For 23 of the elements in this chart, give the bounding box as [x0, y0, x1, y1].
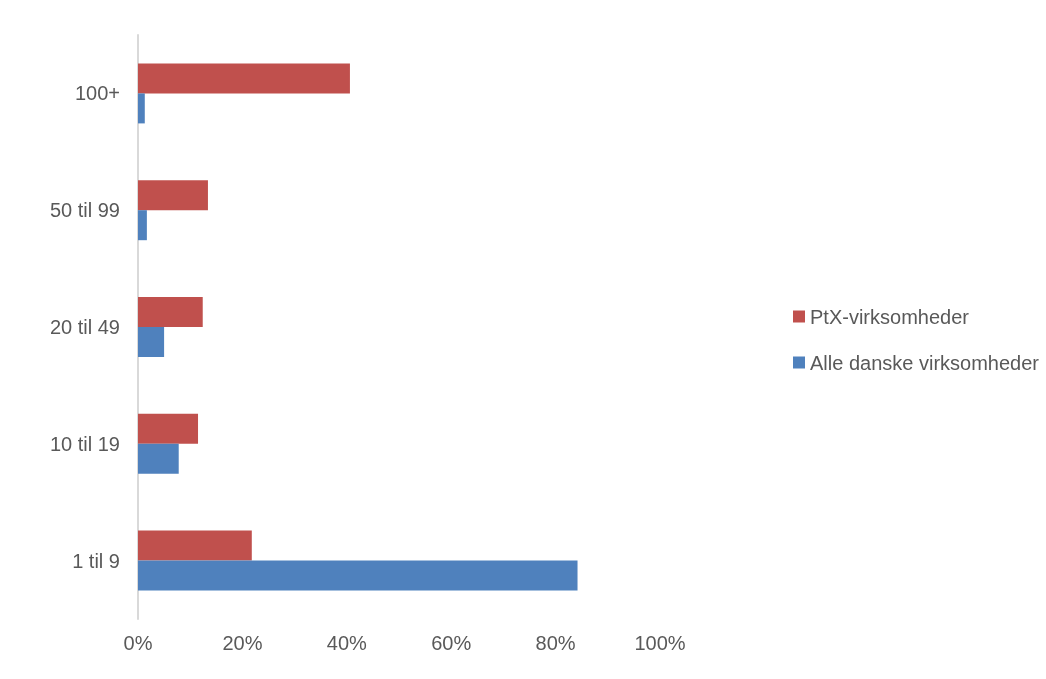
bar	[138, 210, 147, 241]
y-tick-label: 50 til 99	[49, 199, 120, 222]
bar	[138, 327, 165, 357]
bar	[138, 180, 208, 211]
x-tick-label: 20%	[222, 632, 263, 654]
x-tick-label: 80%	[535, 632, 576, 654]
bar	[138, 560, 578, 591]
y-tick-label: 100+	[74, 82, 120, 105]
bar	[138, 297, 203, 327]
x-tick-label: 40%	[326, 632, 368, 654]
x-tick-label: 60%	[431, 632, 472, 654]
legend-label: Alle danske virksomheder	[810, 351, 1040, 374]
bar	[138, 530, 252, 561]
legend-label: PtX-virksomheder	[810, 305, 970, 328]
bar	[138, 63, 350, 94]
y-tick-label: 20 til 49	[49, 316, 120, 338]
y-tick-label: 1 til 9	[72, 549, 120, 572]
x-tick-label: 0%	[123, 632, 153, 654]
bar	[138, 443, 179, 474]
bar	[138, 413, 199, 444]
x-tick-label: 100%	[634, 632, 686, 654]
y-tick-label: 10 til 19	[49, 432, 120, 455]
bar	[138, 93, 145, 124]
